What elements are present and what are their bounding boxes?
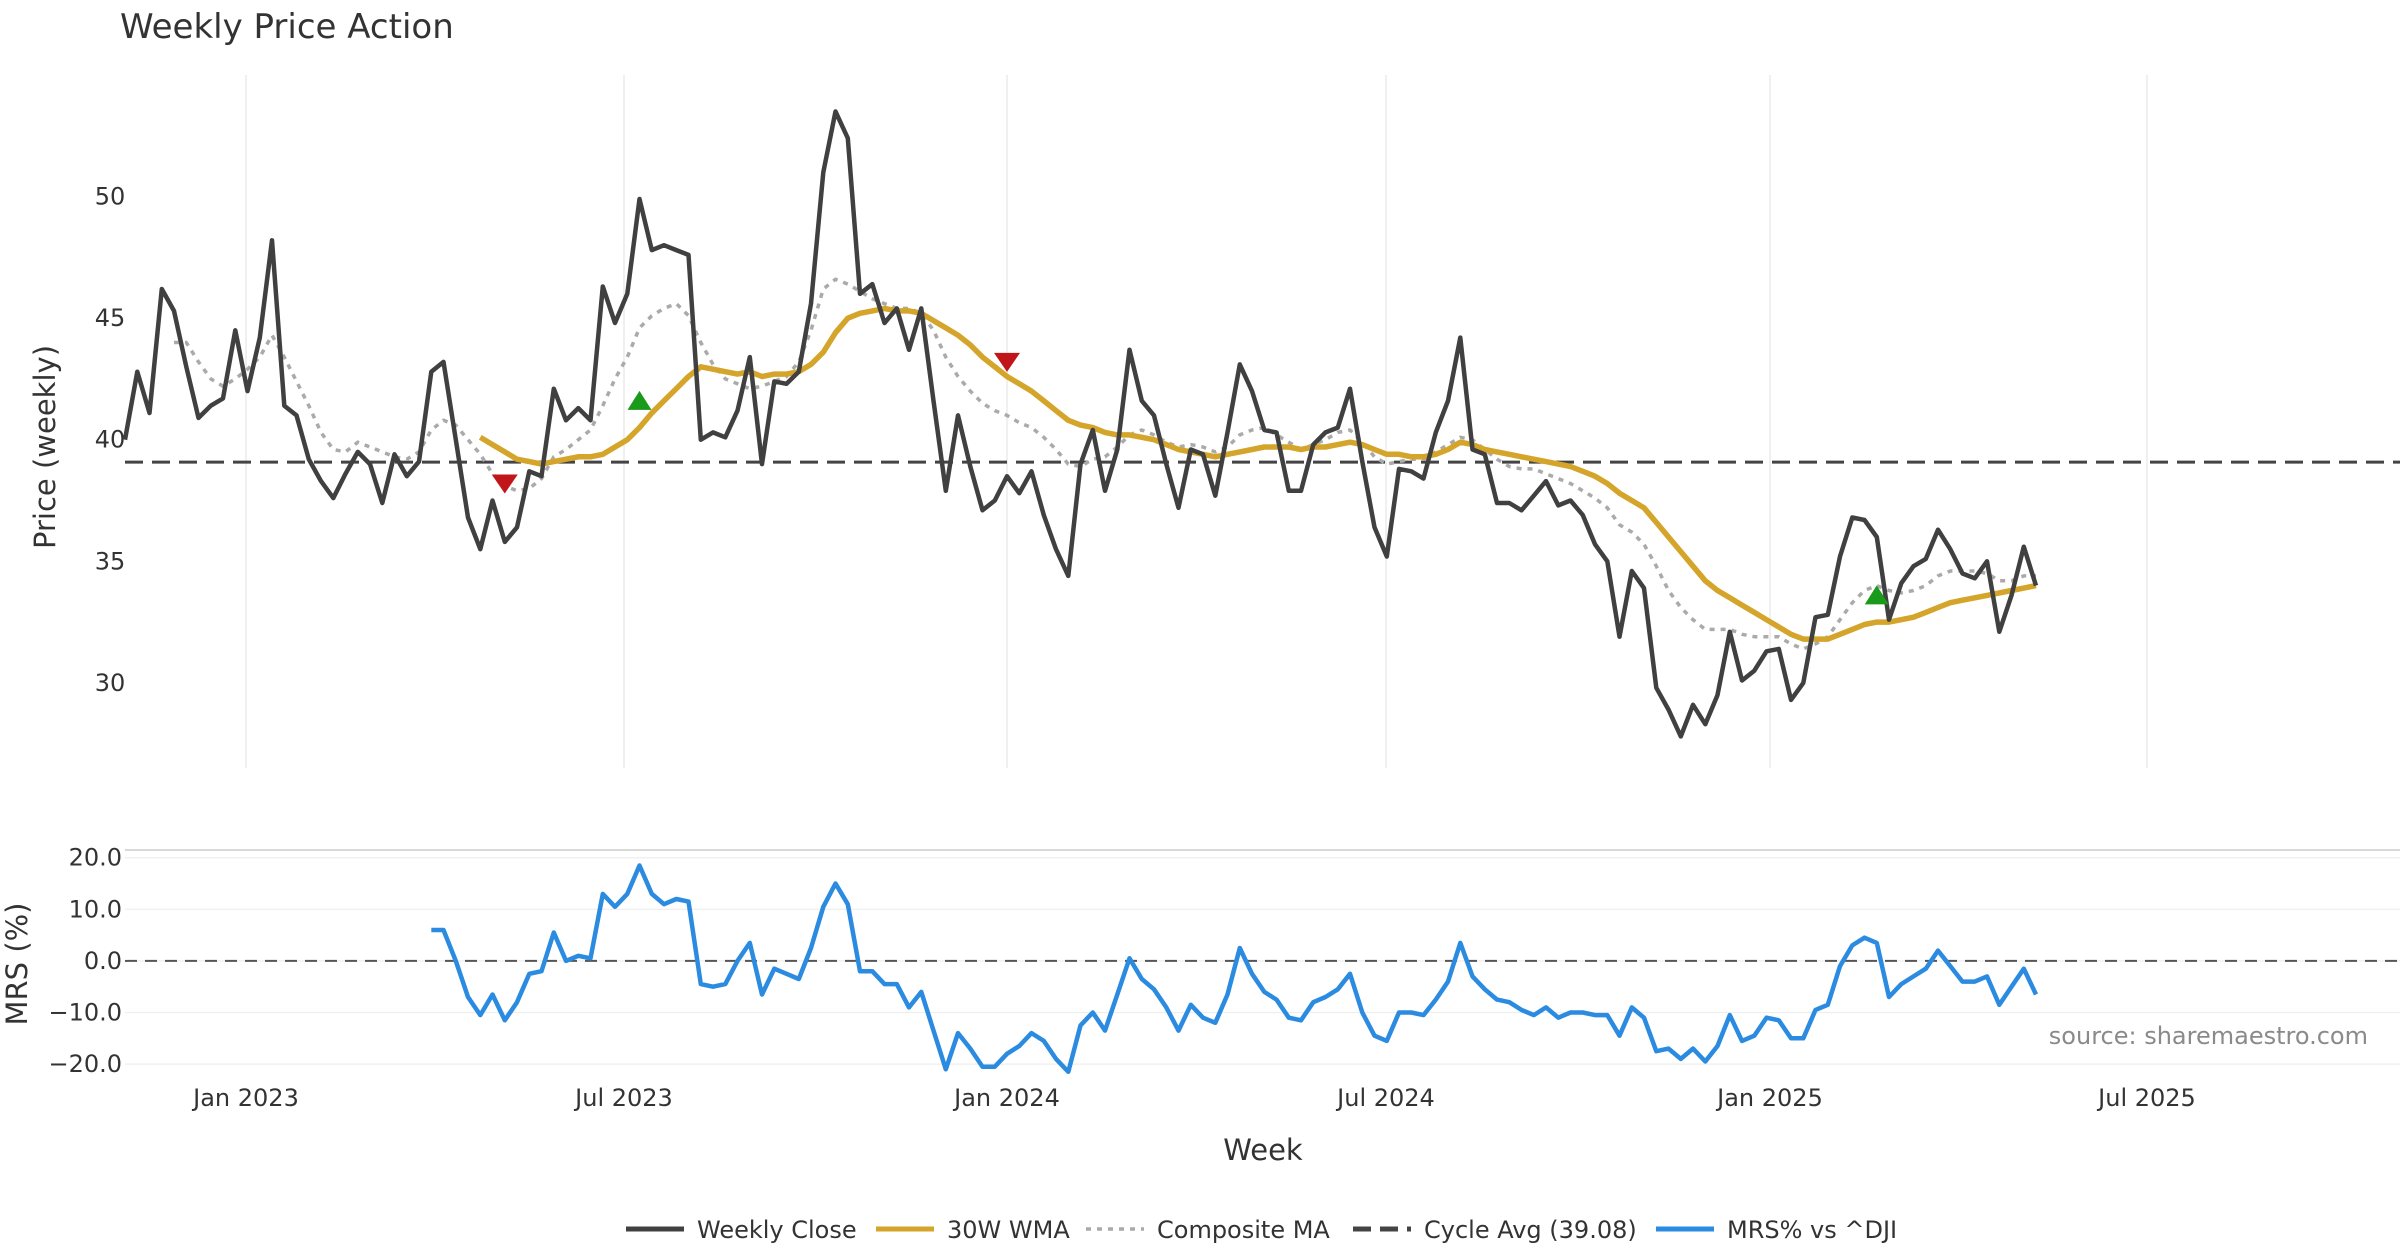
mrs-y-ticks: 20.0 10.0 0.0 −10.0 −20.0: [48, 844, 122, 1078]
price-panel-gridlines: [245, 75, 2148, 768]
weekly-close-line: [122, 109, 2039, 739]
composite-ma-line: [174, 277, 2036, 651]
mrs-y-tick-label: −20.0: [48, 1050, 122, 1078]
sell-signal-marker: [994, 352, 1020, 372]
buy-signal-marker: [627, 390, 652, 410]
mrs-y-tick-label: −10.0: [48, 999, 122, 1027]
mrs-y-tick-label: 10.0: [69, 895, 122, 923]
price-y-tick-label: 30: [95, 669, 126, 697]
price-y-axis-label: Price (weekly): [28, 345, 62, 549]
x-tick-label: Jul 2024: [1335, 1084, 1435, 1112]
price-y-tick-label: 35: [95, 547, 126, 575]
price-y-ticks: 30 35 40 45 50: [95, 183, 126, 697]
x-tick-label: Jan 2025: [1715, 1084, 1823, 1112]
price-y-tick-label: 45: [95, 304, 126, 332]
legend-label: Weekly Close: [697, 1216, 857, 1244]
mrs-y-tick-label: 20.0: [69, 844, 122, 872]
sell-signal-marker: [491, 474, 518, 494]
legend-label: Cycle Avg (39.08): [1424, 1216, 1637, 1244]
x-tick-label: Jul 2025: [2096, 1084, 2196, 1112]
source-credit: source: sharemaestro.com: [2049, 1022, 2368, 1050]
mrs-panel-gridlines: [125, 857, 2400, 1065]
price-y-tick-label: 50: [95, 183, 126, 211]
buy-signal-marker: [1864, 585, 1889, 605]
chart-title: Weekly Price Action: [120, 7, 454, 47]
x-tick-label: Jan 2023: [191, 1084, 299, 1112]
x-axis-ticks: Jan 2023 Jul 2023 Jan 2024 Jul 2024 Jan 2025…: [191, 1084, 2196, 1112]
signal-markers: [491, 352, 1889, 605]
price-y-tick-label: 40: [95, 426, 126, 454]
wma-30w-line: [478, 305, 2037, 642]
mrs-y-tick-label: 0.0: [84, 947, 122, 975]
x-tick-label: Jul 2023: [573, 1084, 673, 1112]
mrs-y-axis-label: MRS (%): [0, 903, 34, 1026]
legend-label: MRS% vs ^DJI: [1727, 1216, 1897, 1244]
legend-label: Composite MA: [1157, 1216, 1330, 1244]
legend-label: 30W WMA: [947, 1216, 1070, 1244]
x-axis-label: Week: [1223, 1133, 1303, 1167]
x-tick-label: Jan 2024: [952, 1084, 1060, 1112]
chart-legend: Weekly Close 30W WMA Composite MA Cycle Avg…: [626, 1216, 1897, 1244]
mrs-line: [431, 863, 2039, 1075]
